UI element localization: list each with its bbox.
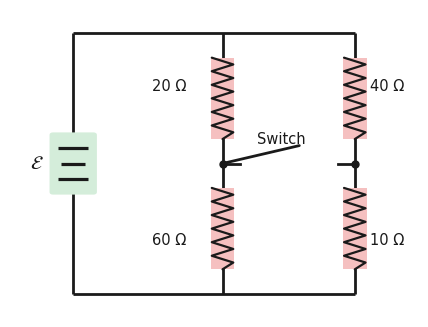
- Text: 20 Ω: 20 Ω: [152, 79, 186, 95]
- Text: 60 Ω: 60 Ω: [152, 232, 186, 248]
- Text: Switch: Switch: [257, 131, 305, 146]
- Bar: [343, 188, 367, 269]
- Text: 10 Ω: 10 Ω: [370, 232, 404, 248]
- Text: 40 Ω: 40 Ω: [370, 79, 404, 95]
- FancyBboxPatch shape: [50, 132, 97, 195]
- Bar: [211, 188, 235, 269]
- Bar: [211, 58, 235, 139]
- Bar: [343, 58, 367, 139]
- Text: $\mathcal{E}$: $\mathcal{E}$: [30, 154, 44, 173]
